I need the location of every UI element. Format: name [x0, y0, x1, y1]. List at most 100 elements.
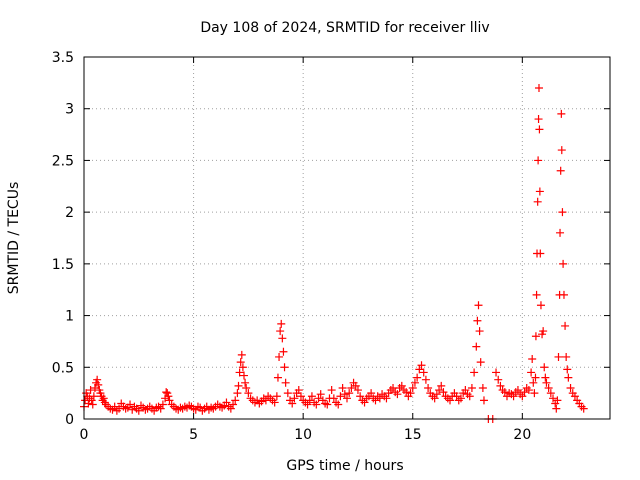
data-point: [406, 389, 415, 398]
data-point: [546, 389, 555, 398]
data-point: [520, 388, 529, 397]
data-point: [509, 392, 518, 401]
data-point: [465, 392, 474, 401]
data-point: [323, 400, 332, 409]
data-point: [340, 390, 349, 399]
data-point: [530, 389, 539, 398]
data-point: [305, 396, 314, 405]
data-point: [554, 352, 563, 361]
data-point: [561, 321, 570, 330]
data-point: [231, 396, 240, 405]
y-tick-label: 0.5: [52, 360, 74, 376]
data-point: [233, 389, 242, 398]
data-point: [408, 383, 417, 392]
y-tick-label: 2: [65, 205, 74, 221]
data-point: [518, 392, 527, 401]
data-point: [475, 327, 484, 336]
data-point: [329, 394, 338, 403]
data-point: [531, 332, 540, 341]
data-point: [419, 368, 428, 377]
data-point: [461, 386, 470, 395]
data-point: [540, 363, 549, 372]
data-point: [476, 358, 485, 367]
data-point: [351, 381, 360, 390]
data-point: [343, 394, 351, 403]
chart-title: Day 108 of 2024, SRMTID for receiver lli…: [200, 20, 489, 36]
data-point: [288, 399, 297, 408]
data-point: [283, 389, 292, 398]
data-point: [541, 373, 550, 382]
data-point: [544, 383, 553, 392]
data-point: [272, 392, 281, 401]
data-point: [473, 316, 482, 325]
data-point: [513, 386, 522, 395]
data-point: [563, 365, 572, 374]
data-point: [532, 290, 541, 299]
data-point: [527, 368, 536, 377]
data-point: [467, 383, 476, 392]
data-point: [534, 156, 543, 165]
data-point: [564, 373, 573, 382]
data-point: [382, 394, 391, 403]
data-point: [549, 394, 558, 403]
data-point: [557, 109, 566, 118]
data-point: [500, 388, 509, 397]
data-point: [276, 327, 285, 336]
y-tick-label: 2.5: [52, 153, 74, 169]
data-point: [158, 400, 167, 409]
data-point: [273, 373, 282, 382]
data-point: [566, 383, 575, 392]
data-point: [334, 400, 343, 409]
x-tick-label: 20: [513, 427, 531, 443]
data-point: [559, 290, 568, 299]
data-point: [371, 396, 380, 405]
data-point: [88, 400, 97, 409]
data-point: [353, 386, 362, 395]
data-point: [296, 392, 305, 401]
data-point: [479, 396, 488, 405]
data-point: [496, 381, 505, 390]
data-point: [242, 383, 251, 392]
data-point: [338, 383, 347, 392]
data-point: [367, 389, 376, 398]
data-point: [314, 394, 323, 403]
x-tick-label: 10: [294, 427, 312, 443]
data-point: [559, 259, 568, 268]
data-point: [241, 378, 250, 387]
data-point: [556, 166, 565, 175]
data-point: [235, 368, 244, 377]
data-point: [535, 187, 544, 196]
data-point: [237, 350, 246, 359]
data-point: [410, 378, 419, 387]
x-tick-label: 5: [189, 427, 198, 443]
data-point: [312, 400, 321, 409]
data-point: [226, 404, 235, 413]
data-point: [556, 228, 565, 237]
data-point: [402, 388, 411, 397]
data-point: [94, 380, 103, 389]
x-tick-label: 0: [80, 427, 89, 443]
data-point: [281, 378, 290, 387]
data-point: [303, 400, 312, 409]
data-point: [430, 394, 439, 403]
data-point: [439, 388, 448, 397]
data-point: [222, 398, 231, 407]
y-tick-label: 1: [65, 309, 74, 325]
data-point: [494, 375, 503, 384]
data-point: [562, 352, 571, 361]
data-point: [89, 392, 98, 401]
data-point: [234, 381, 243, 390]
y-tick-label: 1.5: [52, 257, 74, 273]
data-point: [557, 146, 566, 155]
data-point: [165, 396, 174, 405]
data-point: [126, 400, 135, 409]
data-point: [472, 342, 481, 351]
data-point: [553, 396, 562, 405]
data-point: [278, 334, 287, 343]
data-point: [356, 392, 365, 401]
data-point: [446, 396, 455, 405]
grid-layer: [84, 57, 610, 419]
data-point: [397, 381, 406, 390]
data-point: [437, 381, 446, 390]
data-point: [336, 392, 345, 401]
